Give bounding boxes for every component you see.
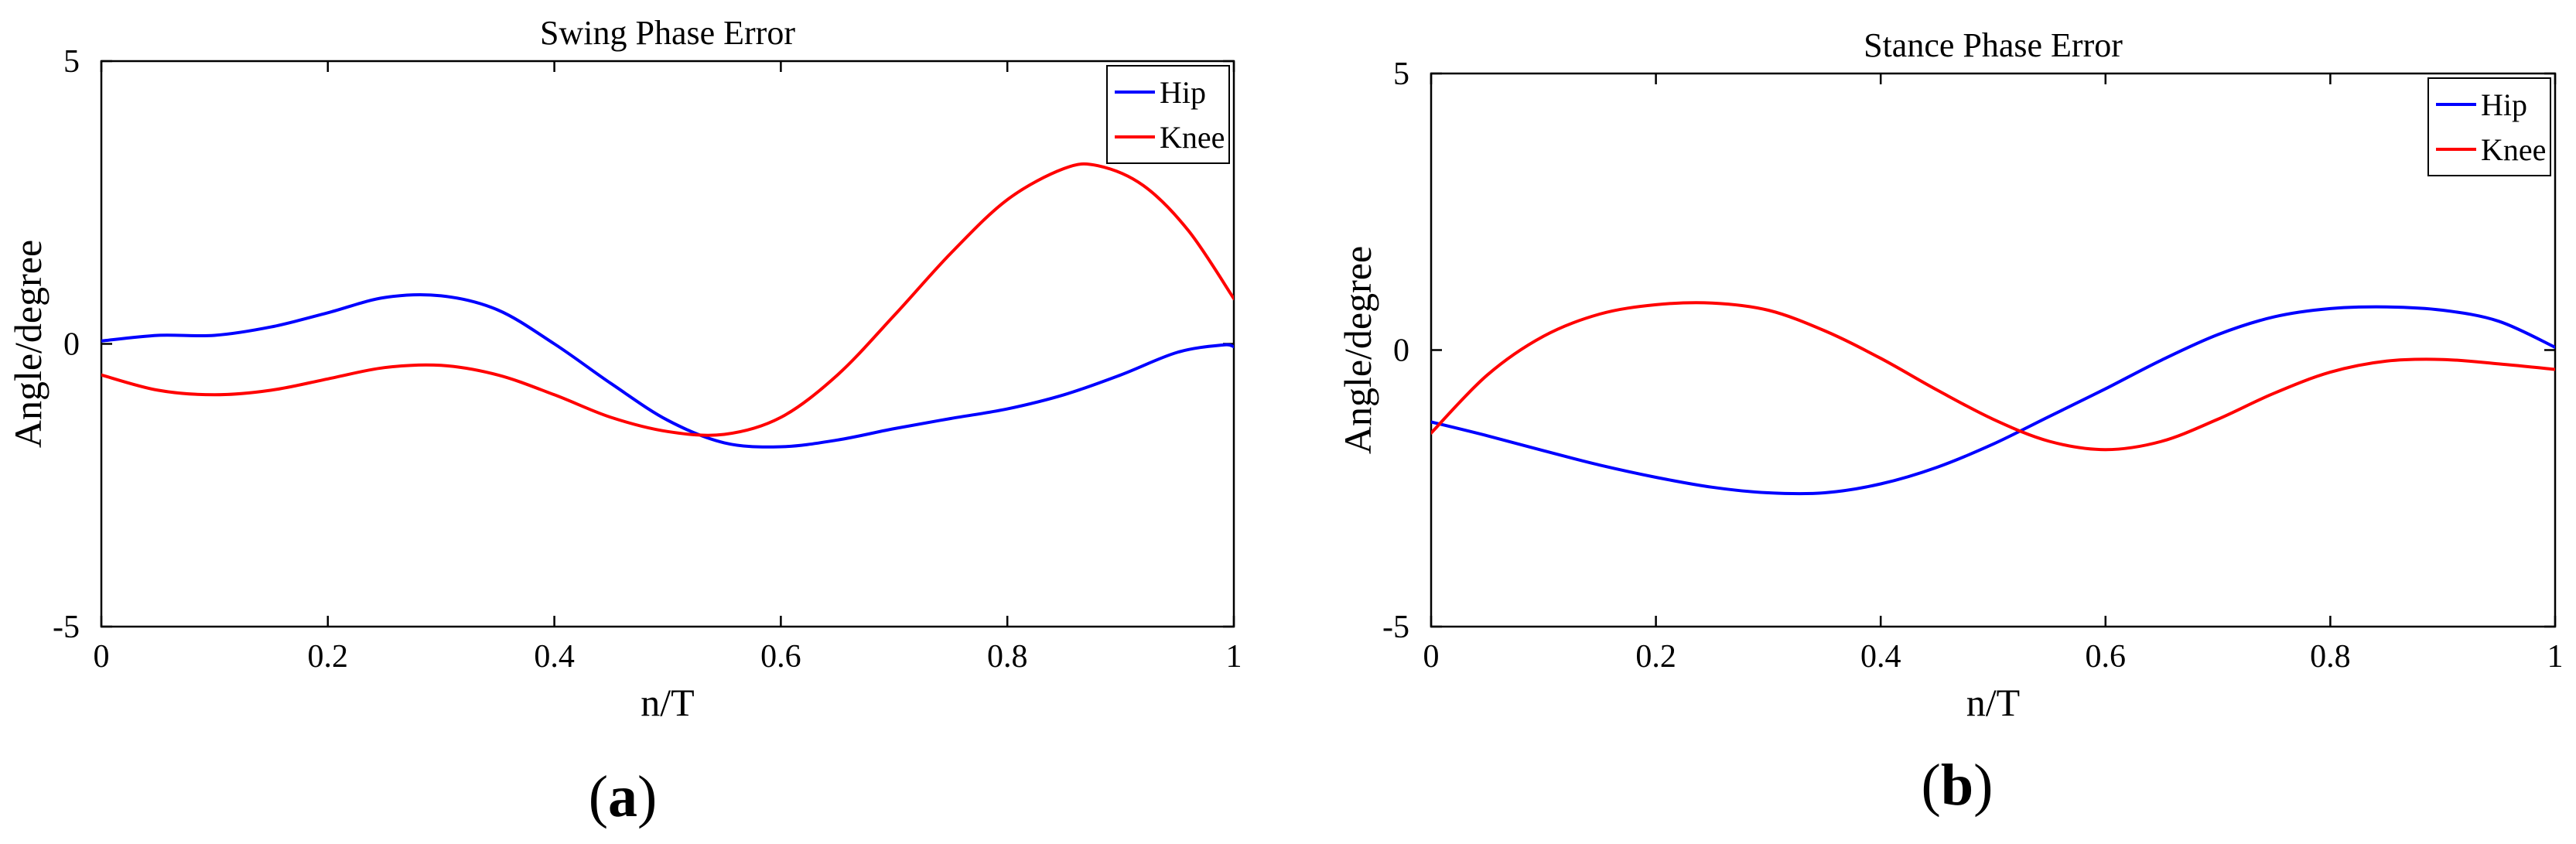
y-tick-label: 0	[1393, 333, 1409, 369]
x-axis-label: n/T	[1966, 681, 2020, 724]
series-line-knee	[101, 162, 1234, 437]
x-tick-label: 0.2	[308, 639, 349, 675]
chart-title: Stance Phase Error	[1864, 26, 2123, 64]
chart-title: Swing Phase Error	[540, 14, 795, 52]
x-axis-label: n/T	[641, 681, 694, 724]
x-tick-label: 0.8	[2310, 639, 2351, 675]
series-line-hip	[1431, 305, 2555, 496]
legend: Hip Knee	[1106, 65, 1230, 164]
series-line-hip	[101, 292, 1234, 449]
x-tick-label: 0	[94, 639, 110, 675]
legend-box	[2427, 77, 2551, 176]
panel-a-swing-phase: 0 0.2 0.4 0.6 0.8 1 -5 0 5 Swing Phase Error n/T An…	[6, 14, 1242, 724]
x-tick-label: 0.4	[534, 639, 575, 675]
y-tick-label: 0	[63, 327, 80, 363]
y-tick-label: 5	[1393, 56, 1409, 92]
plot-area	[100, 60, 1235, 628]
x-tick-label: 0.6	[2086, 639, 2127, 675]
y-axis-label: Angle/degree	[6, 240, 50, 448]
y-tick-label: -5	[1382, 610, 1409, 645]
legend: Hip Knee	[2427, 77, 2551, 176]
caption-a-letter: a	[608, 764, 637, 829]
panel-b-stance-phase: 0 0.2 0.4 0.6 0.8 1 -5 0 5 Stance Phase Error n/T A…	[1336, 26, 2564, 724]
series-line-knee	[1431, 301, 2555, 452]
legend-label-knee: Knee	[1160, 120, 1225, 155]
legend-label-knee: Knee	[2481, 132, 2546, 167]
x-tick-label: 0.6	[760, 639, 801, 675]
x-tick-label: 1	[1226, 639, 1242, 675]
y-axis-label: Angle/degree	[1336, 246, 1379, 454]
x-tick-label: 0.2	[1635, 639, 1676, 675]
series-group	[101, 162, 1234, 449]
legend-box	[1106, 65, 1230, 164]
series-group	[1431, 301, 2555, 496]
plot-area	[1430, 72, 2557, 628]
y-tick-label: -5	[53, 610, 80, 645]
x-tick-label: 0.4	[1860, 639, 1901, 675]
caption-a: (a)	[589, 764, 658, 829]
x-tick-label: 1	[2547, 639, 2564, 675]
y-tick-label: 5	[63, 44, 80, 80]
x-tick-label: 0	[1423, 639, 1440, 675]
legend-label-hip: Hip	[1160, 75, 1206, 110]
legend-label-hip: Hip	[2481, 87, 2527, 122]
caption-b-letter: b	[1941, 753, 1973, 818]
caption-b: (b)	[1922, 753, 1993, 818]
x-tick-label: 0.8	[987, 639, 1028, 675]
